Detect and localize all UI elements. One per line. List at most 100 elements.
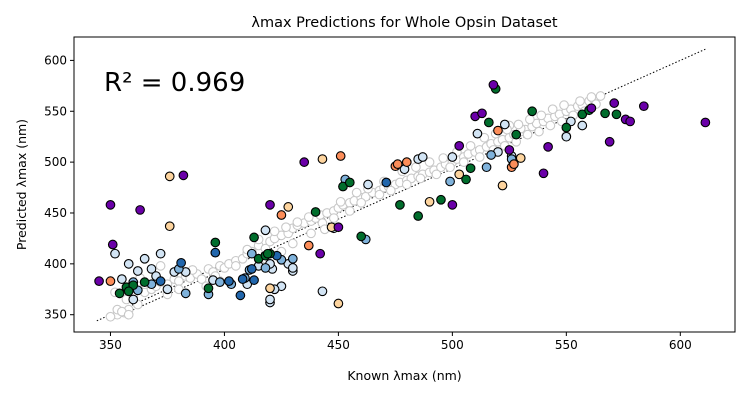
data-point	[299, 157, 310, 167]
data-point	[283, 202, 294, 212]
data-point	[638, 101, 649, 112]
data-point	[351, 187, 362, 198]
data-point	[486, 150, 496, 160]
data-point	[381, 177, 392, 188]
data-point	[246, 248, 257, 259]
data-point	[499, 119, 510, 130]
data-point	[105, 311, 116, 322]
data-point	[458, 157, 469, 167]
data-point	[303, 240, 314, 251]
y-tick-label: 450	[44, 206, 67, 220]
data-point	[445, 162, 455, 173]
data-point	[178, 170, 189, 181]
data-point	[335, 151, 346, 161]
data-point	[481, 162, 492, 173]
y-tick-label: 550	[44, 104, 67, 118]
data-point	[249, 275, 259, 285]
data-point	[287, 263, 298, 273]
y-tick-label: 400	[44, 257, 67, 271]
data-point	[625, 116, 636, 127]
data-point	[595, 91, 606, 101]
axis-ticks: 350 400 450 500 550 600 350 400 450 500 550 600	[44, 53, 692, 352]
data-point	[246, 264, 257, 274]
data-point	[230, 261, 241, 271]
data-point	[265, 294, 275, 305]
data-point	[210, 237, 221, 248]
data-point	[545, 120, 556, 131]
x-tick-label: 450	[327, 338, 350, 352]
x-tick-label: 550	[555, 338, 578, 352]
data-point	[411, 162, 421, 173]
data-point	[281, 222, 291, 233]
data-point	[561, 131, 572, 142]
data-point	[493, 125, 503, 136]
data-point	[317, 286, 328, 297]
data-point	[525, 114, 535, 125]
data-point	[392, 159, 403, 170]
data-point	[465, 163, 476, 174]
data-point	[155, 248, 166, 259]
data-point	[395, 199, 405, 210]
data-point	[132, 266, 143, 276]
data-point	[287, 238, 298, 249]
data-point	[509, 159, 519, 170]
data-point	[110, 248, 120, 259]
y-tick-label: 500	[44, 155, 67, 169]
x-tick-label: 500	[441, 338, 464, 352]
data-point	[139, 253, 150, 264]
data-point	[203, 283, 214, 294]
data-point	[445, 176, 455, 187]
data-point	[269, 226, 280, 237]
data-point	[260, 225, 271, 236]
x-tick-label: 400	[213, 338, 236, 352]
data-point	[139, 277, 150, 288]
data-point	[333, 298, 344, 309]
data-point	[292, 217, 303, 227]
plot-marks	[94, 48, 711, 322]
data-point	[438, 153, 449, 163]
data-point	[114, 288, 125, 299]
data-point	[105, 276, 116, 286]
data-point	[356, 197, 367, 208]
data-point	[210, 247, 221, 258]
data-point	[424, 196, 435, 207]
data-point	[155, 261, 166, 271]
data-point	[436, 194, 446, 205]
data-point	[374, 189, 385, 200]
data-point	[385, 185, 396, 196]
data-point	[474, 152, 485, 162]
data-point	[310, 207, 321, 217]
data-point	[527, 106, 537, 117]
data-point	[536, 110, 547, 121]
data-point	[575, 96, 585, 106]
data-point	[249, 232, 259, 243]
data-point	[454, 169, 465, 180]
chart-title: λmax Predictions for Whole Opsin Dataset	[251, 15, 558, 31]
data-point	[146, 264, 157, 274]
data-point	[303, 212, 314, 222]
data-point	[105, 199, 116, 210]
data-point	[447, 152, 458, 162]
data-point	[123, 258, 134, 269]
data-point	[424, 157, 435, 167]
data-point	[547, 104, 558, 115]
data-point	[611, 109, 622, 120]
data-point	[315, 248, 326, 259]
data-point	[600, 108, 610, 119]
data-point	[237, 274, 248, 284]
data-point	[224, 276, 234, 286]
data-point	[586, 92, 597, 102]
data-point	[604, 136, 615, 147]
data-point	[317, 154, 328, 164]
data-point	[417, 152, 428, 162]
x-axis-label: Known λmax (nm)	[347, 368, 461, 383]
data-point	[94, 276, 104, 286]
data-point	[700, 117, 711, 128]
x-tick-label: 600	[669, 338, 692, 352]
data-point	[538, 168, 549, 179]
data-point	[609, 98, 620, 108]
data-point	[483, 117, 494, 128]
data-point	[401, 179, 412, 190]
data-point	[265, 283, 275, 294]
